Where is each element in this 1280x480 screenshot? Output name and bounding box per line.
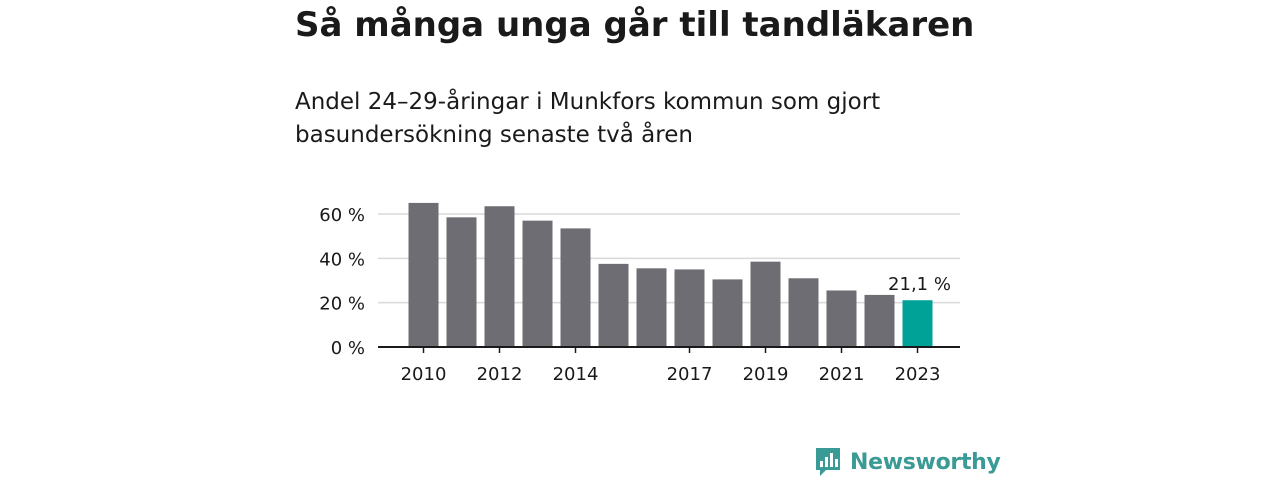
y-tick-label: 20 % (319, 294, 365, 315)
bar-2011 (446, 217, 477, 347)
chart-subtitle: Andel 24–29-åringar i Munkfors kommun so… (295, 89, 881, 148)
bar-2016 (636, 268, 667, 347)
newsworthy-brand: Newsworthy (814, 445, 1001, 479)
x-tick-label: 2017 (667, 364, 713, 385)
x-tick-label: 2012 (477, 364, 523, 385)
bar-2010 (408, 202, 439, 347)
x-tick-label: 2023 (895, 364, 941, 385)
bar-2020 (788, 278, 819, 347)
bar-2019 (750, 261, 781, 347)
newsworthy-chart-logo-icon (816, 448, 840, 476)
x-tick-label: 2014 (553, 364, 599, 385)
bar-2018 (712, 279, 743, 347)
x-tick-label: 2021 (819, 364, 865, 385)
bar-2015 (598, 263, 629, 347)
bar-2017 (674, 269, 705, 347)
chart-title: Så många unga går till tandläkaren (295, 5, 975, 45)
y-tick-label: 0 % (331, 338, 365, 359)
y-tick-label: 60 % (319, 205, 365, 226)
bar-2021 (826, 290, 857, 347)
bar-2014 (560, 228, 591, 347)
x-tick-label: 2019 (743, 364, 789, 385)
bar-2022 (864, 294, 895, 347)
bar-2013 (522, 220, 553, 347)
x-tick-label: 2010 (401, 364, 447, 385)
bar-2012 (484, 206, 515, 347)
y-tick-label: 40 % (319, 249, 365, 270)
labels: 0 % 20 % 40 % 60 % 21,1 % 2010 2012 2014 2017 201… (319, 205, 951, 385)
brand-name: Newsworthy (850, 449, 1001, 475)
bars (408, 202, 933, 347)
bar-2023 (902, 300, 933, 347)
axes (378, 346, 960, 353)
highlight-value-label: 21,1 % (888, 274, 951, 295)
